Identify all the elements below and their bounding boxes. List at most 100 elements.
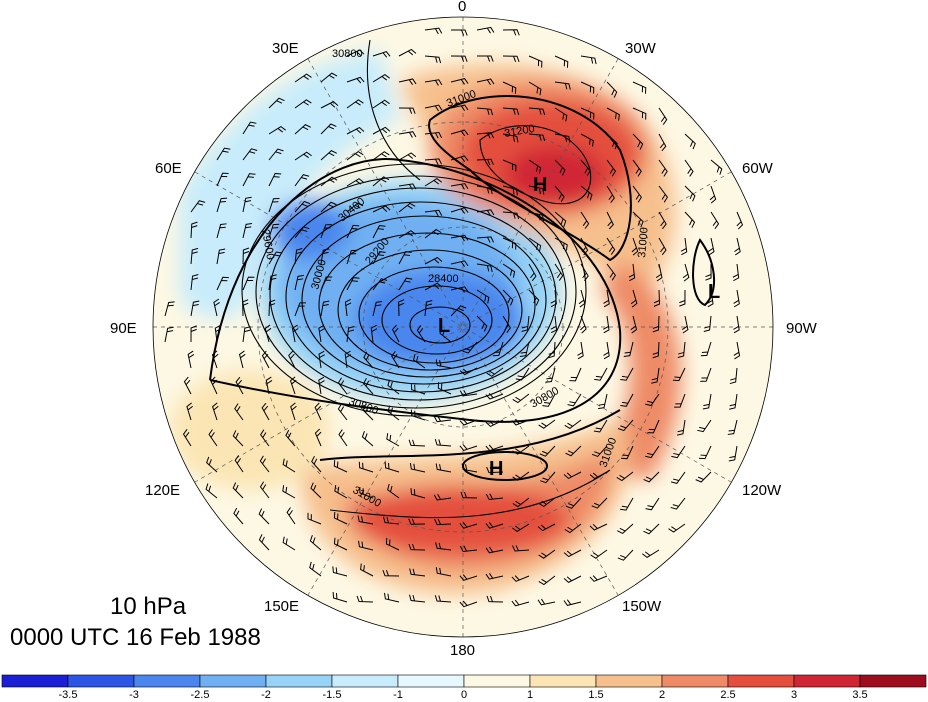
wind-barb — [360, 563, 374, 577]
wind-barb — [606, 159, 616, 177]
wind-barb — [291, 324, 299, 343]
wind-barb — [435, 542, 452, 551]
lon-label-90w: 90W — [786, 320, 817, 337]
wind-barb — [459, 444, 478, 452]
wind-barb — [700, 367, 712, 382]
wind-barb — [476, 55, 494, 62]
wind-barb — [333, 460, 348, 473]
colorbar-tick-label: 3 — [790, 689, 798, 701]
wind-barb — [164, 326, 174, 343]
wind-barb — [676, 419, 686, 436]
wind-barb — [424, 79, 443, 86]
wind-barb — [512, 497, 530, 508]
contour-label: 31000 — [636, 227, 651, 259]
wind-barb — [502, 185, 518, 196]
wind-barb — [658, 211, 667, 230]
wind-barb — [550, 289, 557, 308]
wind-barb — [258, 508, 270, 525]
wind-barb — [563, 599, 582, 606]
wind-barb — [408, 543, 426, 551]
wind-barb — [187, 350, 195, 369]
wind-barb — [346, 277, 360, 291]
wind-barb — [346, 126, 365, 135]
wind-barb — [540, 471, 556, 484]
wind-barb — [603, 289, 610, 308]
wind-barb — [598, 393, 608, 410]
wind-barb — [589, 575, 608, 582]
wind-barb — [259, 455, 270, 473]
wind-barb — [652, 341, 660, 359]
wind-barb — [398, 202, 416, 213]
wind-barb — [370, 324, 378, 343]
wind-barb — [502, 159, 517, 172]
wind-barb — [476, 263, 493, 272]
wind-barb — [346, 99, 364, 109]
wind-barb — [695, 471, 712, 483]
wind-barb — [554, 133, 571, 143]
colorbar-tick-label: 2.5 — [720, 689, 736, 701]
wind-barb — [268, 148, 284, 161]
wind-barb — [294, 302, 306, 317]
colorbar-box — [793, 674, 861, 688]
wind-barb — [577, 341, 584, 360]
wind-barb — [346, 150, 364, 161]
wind-barb — [268, 97, 285, 109]
wind-barb — [333, 537, 348, 551]
wind-barb — [512, 445, 530, 455]
wind-barb — [294, 200, 311, 213]
colorbar-tick-label: -1.5 — [322, 689, 342, 701]
wind-barb — [620, 393, 634, 407]
wind-barb — [424, 177, 442, 187]
wind-barb — [606, 263, 616, 281]
wind-barb — [311, 455, 322, 473]
wind-barb — [674, 393, 686, 408]
wind-barb — [565, 445, 582, 457]
colorbar-tick-label: -3 — [129, 689, 139, 701]
wind-barb — [554, 211, 567, 227]
wind-barb — [320, 150, 337, 161]
wind-barb — [705, 263, 712, 281]
wind-barb — [398, 230, 417, 239]
wind-barb — [567, 393, 582, 407]
colorbar-tick-label: 0 — [460, 689, 468, 701]
wind-barb — [233, 507, 244, 525]
wind-barb — [434, 439, 452, 447]
wind-barb — [210, 376, 218, 395]
wind-barb — [459, 367, 478, 376]
wind-barb — [564, 419, 582, 430]
wind-barb — [538, 497, 556, 508]
wind-barb — [569, 367, 582, 382]
wind-barb — [408, 518, 426, 525]
wind-barb — [450, 29, 468, 36]
wind-barb — [670, 471, 686, 484]
wind-barb — [398, 183, 417, 190]
wind-barb — [334, 485, 348, 499]
wind-barb — [485, 419, 504, 428]
wind-barb — [268, 197, 280, 213]
wind-barb — [681, 315, 689, 334]
anomaly-shading — [153, 17, 773, 637]
wind-barb — [580, 263, 589, 282]
wind-barb — [318, 376, 325, 395]
wind-barb — [643, 471, 660, 483]
wind-barb — [346, 76, 365, 84]
colorbar-box — [265, 674, 333, 688]
wind-barb — [288, 350, 296, 369]
wind-barb — [450, 260, 469, 267]
wind-barb — [459, 574, 478, 581]
wind-barb — [565, 497, 582, 509]
wind-barb — [391, 350, 400, 369]
wind-barb — [655, 263, 663, 282]
wind-barb — [698, 445, 712, 460]
wind-barb — [459, 389, 478, 397]
wind-barb — [268, 172, 282, 187]
wind-barb — [409, 594, 426, 603]
wind-barb — [682, 263, 690, 282]
wind-barb — [643, 523, 660, 535]
colorbar-box — [661, 674, 729, 688]
wind-barb — [372, 151, 390, 161]
wind-barb — [502, 263, 516, 278]
colorbar-box — [133, 674, 201, 688]
wind-barb — [268, 299, 276, 317]
wind-barb — [512, 471, 530, 481]
